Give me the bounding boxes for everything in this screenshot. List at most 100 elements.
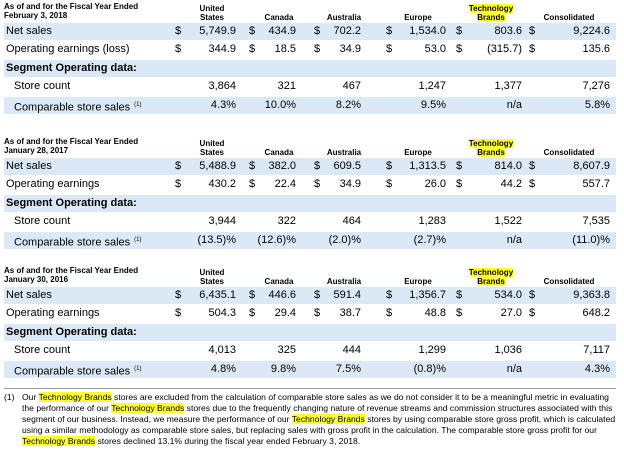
value-cell: 504.3: [208, 307, 236, 319]
row-label: Segment Operating data:: [6, 60, 137, 77]
row-label: Segment Operating data:: [6, 324, 137, 341]
column-header: United States: [187, 4, 237, 24]
column-header: Technology Brands: [458, 139, 524, 159]
footnote-fragment: stores due to the frequently changing na…: [22, 403, 613, 424]
currency-symbol: $: [456, 289, 463, 301]
column-header-line: Europe: [404, 277, 432, 286]
fiscal-year-title: As of and for the Fiscal Year Ended Janua…: [4, 266, 138, 284]
row-label-text: Comparable store sales: [14, 101, 131, 114]
column-header-line: States: [199, 277, 224, 286]
value-cell: (13.5)%: [197, 234, 236, 246]
footnote-fragment: stores declined 13.1% during the fiscal …: [95, 436, 361, 446]
currency-symbol: $: [175, 160, 182, 172]
value-cell: 4.8%: [210, 363, 236, 375]
currency-symbol: $: [175, 25, 182, 37]
row-label-text: Store count: [14, 215, 71, 227]
row-net-sales: Net sales $5,749.9 $434.9 $702.2 $1,534.0 $80…: [4, 23, 616, 40]
value-cell: 1,356.7: [409, 289, 446, 301]
row-label: Operating earnings (loss): [6, 41, 130, 58]
column-header-line: Consolidated: [543, 13, 595, 22]
currency-symbol: $: [249, 289, 256, 301]
value-cell: 44.2: [500, 178, 522, 190]
value-cell: 534.0: [494, 289, 522, 301]
value-cell: 434.9: [268, 25, 296, 37]
value-cell: 702.2: [333, 25, 361, 37]
value-cell: 7.5%: [335, 363, 361, 375]
currency-symbol: $: [249, 178, 256, 190]
column-header-text: Technology Brands: [468, 4, 514, 22]
currency-symbol: $: [386, 160, 393, 172]
column-header: United States: [187, 268, 237, 288]
row-store-count: Store count 3,944 322 464 1,283 1,522 7,535: [4, 213, 616, 230]
value-cell: 322: [277, 215, 296, 227]
footnote-reference: (1): [134, 237, 142, 243]
value-cell: 8,607.9: [573, 160, 610, 172]
row-label: Store count: [14, 78, 70, 95]
currency-symbol: $: [529, 25, 536, 37]
currency-symbol: $: [386, 289, 393, 301]
value-cell: 34.9: [339, 43, 361, 55]
value-cell: 135.6: [582, 43, 610, 55]
value-cell: (0.8)%: [413, 363, 446, 375]
fiscal-year-title: As of and for the Fiscal Year Ended Febru…: [4, 2, 138, 20]
value-cell: n/a: [506, 234, 522, 246]
fiscal-year-table: As of and for the Fiscal Year Ended Febru…: [4, 2, 616, 127]
column-header: Technology Brands: [458, 4, 524, 24]
value-cell: n/a: [506, 99, 522, 111]
value-cell: 9,363.8: [573, 289, 610, 301]
currency-symbol: $: [249, 160, 256, 172]
value-cell: 26.0: [424, 178, 446, 190]
column-header-line: Brands: [477, 13, 505, 22]
currency-symbol: $: [386, 178, 393, 190]
value-cell: 648.2: [582, 307, 610, 319]
column-header: United States: [187, 139, 237, 159]
value-cell: (2.7)%: [413, 234, 446, 246]
row-label-text: Operating earnings: [6, 178, 100, 190]
column-header-line: States: [199, 13, 224, 22]
column-header-line: Technology: [468, 268, 514, 277]
row-label: Operating earnings: [6, 176, 100, 193]
value-cell: 9,224.6: [573, 25, 610, 37]
value-cell: 4,013: [208, 344, 236, 356]
fiscal-year-title-line2: February 3, 2018: [4, 11, 68, 20]
row-segment-header: Segment Operating data:: [4, 60, 616, 77]
value-cell: 430.2: [208, 178, 236, 190]
value-cell: 34.9: [339, 178, 361, 190]
value-cell: 1,313.5: [409, 160, 446, 172]
row-label: Net sales: [6, 158, 52, 175]
currency-symbol: $: [456, 178, 463, 190]
currency-symbol: $: [314, 25, 321, 37]
value-cell: 7,535: [582, 215, 610, 227]
row-label: Store count: [14, 342, 70, 359]
row-label: Store count: [14, 213, 70, 230]
currency-symbol: $: [386, 25, 393, 37]
value-cell: 48.8: [424, 307, 446, 319]
currency-symbol: $: [456, 43, 463, 55]
row-label-text: Operating earnings (loss): [6, 43, 130, 55]
footnote-reference: (1): [134, 366, 142, 372]
value-cell: 1,534.0: [409, 25, 446, 37]
currency-symbol: $: [314, 307, 321, 319]
value-cell: 8.2%: [335, 99, 361, 111]
value-cell: 7,276: [582, 80, 610, 92]
currency-symbol: $: [249, 43, 256, 55]
value-cell: 557.7: [582, 178, 610, 190]
column-header-line: States: [199, 148, 224, 157]
currency-symbol: $: [386, 307, 393, 319]
value-cell: 1,283: [418, 215, 446, 227]
row-label-text: Net sales: [6, 160, 52, 172]
highlighted-term: Technology Brands: [22, 436, 96, 446]
row-label-text: Net sales: [6, 289, 52, 301]
row-label: Comparable store sales (1): [14, 97, 142, 117]
currency-symbol: $: [529, 178, 536, 190]
column-header-line: Australia: [326, 148, 362, 157]
value-cell: 3,864: [208, 80, 236, 92]
fiscal-year-title-line2: January 30, 2016: [4, 275, 69, 284]
value-cell: 467: [342, 80, 361, 92]
value-cell: 18.5: [274, 43, 296, 55]
column-header-line: Technology: [468, 139, 514, 148]
value-cell: 22.4: [274, 178, 296, 190]
column-header-line: Consolidated: [543, 148, 595, 157]
highlighted-term: Technology Brands: [38, 392, 112, 402]
value-cell: 591.4: [333, 289, 361, 301]
